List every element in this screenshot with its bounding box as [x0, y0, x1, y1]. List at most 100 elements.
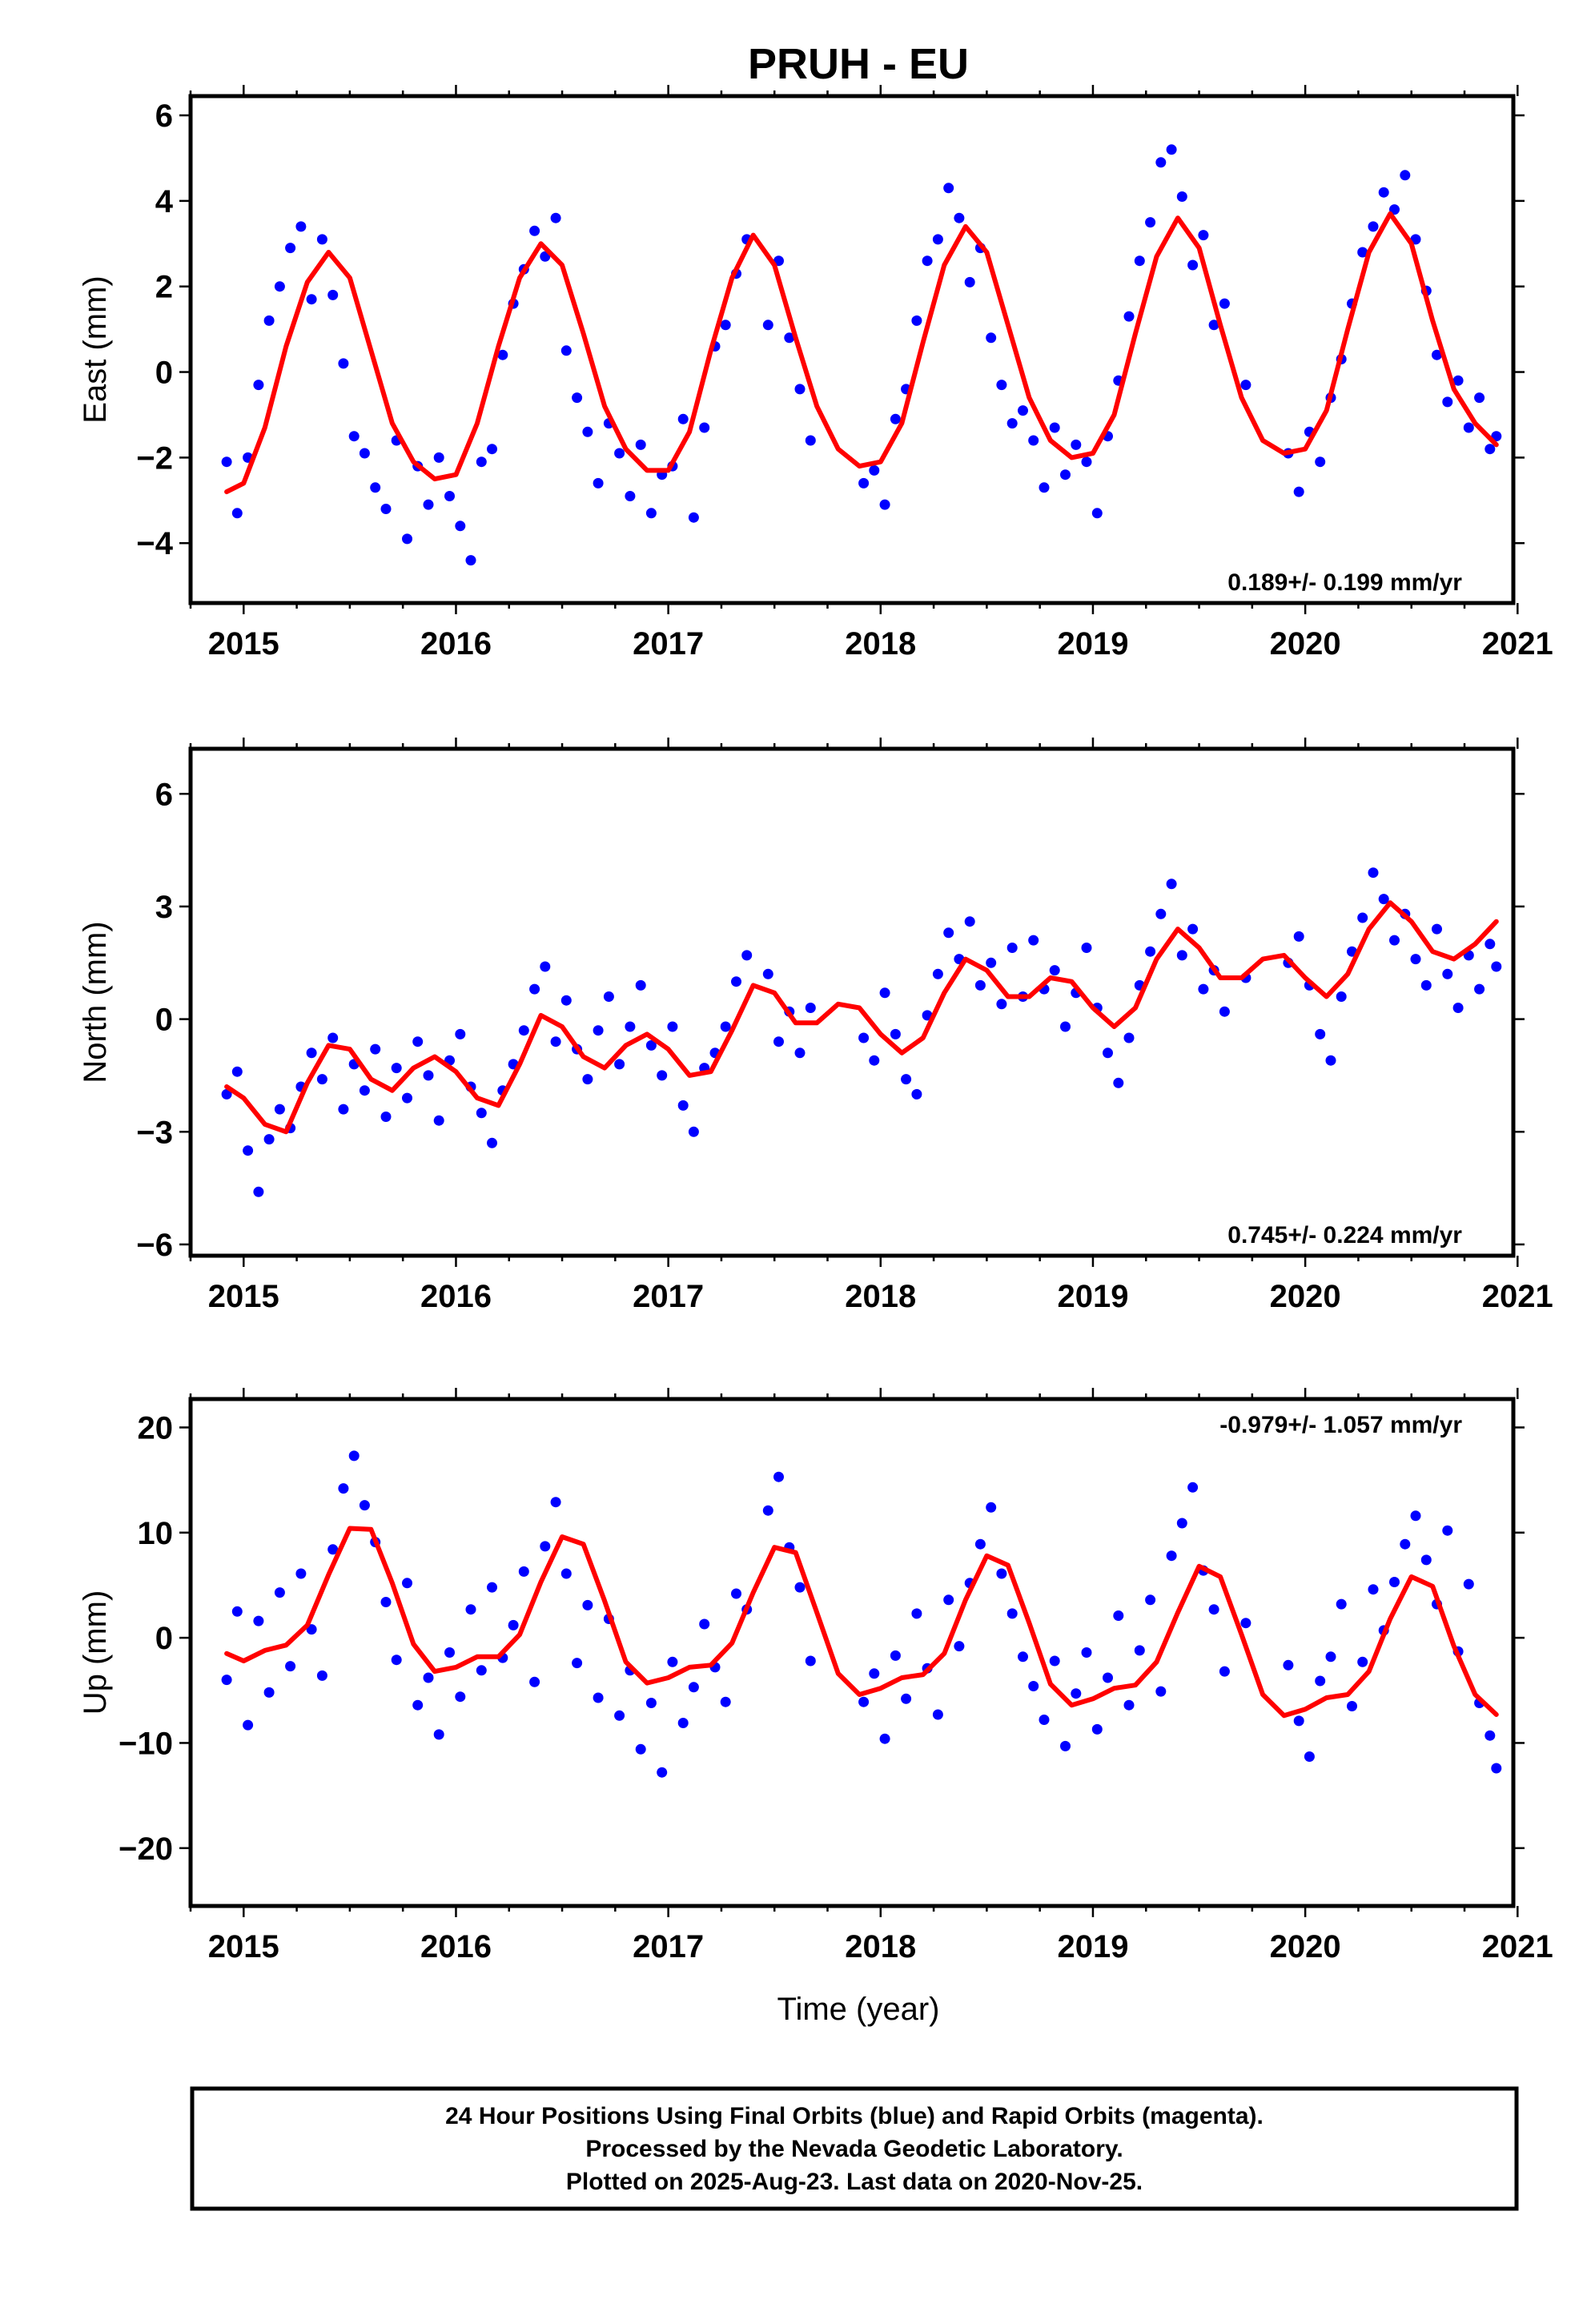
- up-data-point: [529, 1676, 540, 1687]
- north-data-point: [974, 979, 986, 991]
- east-data-point: [1208, 320, 1219, 331]
- up-data-point: [1091, 1723, 1103, 1735]
- up-rate-label: -0.979+/- 1.057 mm/yr: [1219, 1412, 1462, 1438]
- north-data-point: [879, 987, 890, 999]
- east-data-point: [911, 315, 922, 326]
- east-x-tick-label: 2019: [1057, 626, 1128, 661]
- north-data-point: [550, 1036, 561, 1047]
- up-data-point: [1442, 1525, 1453, 1536]
- north-data-point: [1198, 983, 1209, 995]
- east-data-point: [221, 456, 232, 468]
- north-data-point: [1336, 991, 1347, 1002]
- north-data-point: [359, 1085, 370, 1096]
- east-data-point: [996, 380, 1007, 391]
- east-x-tick-label: 2021: [1482, 626, 1553, 661]
- up-data-point: [338, 1483, 349, 1494]
- up-data-point: [572, 1658, 583, 1669]
- east-data-point: [677, 413, 689, 424]
- north-data-point: [1378, 894, 1389, 905]
- east-data-point: [964, 276, 975, 287]
- north-data-point: [1123, 1032, 1135, 1043]
- east-data-point: [423, 499, 434, 510]
- up-data-point: [1176, 1518, 1187, 1529]
- north-data-point: [391, 1063, 402, 1074]
- up-data-point: [943, 1594, 954, 1606]
- east-data-point: [784, 332, 795, 344]
- east-x-tick-label: 2018: [845, 626, 916, 661]
- up-data-point: [295, 1568, 307, 1579]
- north-data-point: [221, 1088, 232, 1100]
- north-data-point: [231, 1066, 243, 1077]
- east-data-point: [444, 491, 455, 501]
- east-data-point: [402, 533, 412, 545]
- up-data-point: [476, 1665, 487, 1676]
- east-data-point: [1071, 439, 1082, 450]
- north-data-point: [263, 1134, 275, 1145]
- east-data-point: [263, 315, 275, 326]
- east-data-point: [550, 212, 561, 223]
- east-data-point: [497, 349, 508, 360]
- east-data-point: [295, 221, 307, 232]
- east-data-point: [487, 444, 497, 455]
- north-data-point: [402, 1092, 412, 1104]
- north-data-point: [1325, 1055, 1336, 1066]
- north-data-point: [869, 1055, 880, 1066]
- north-data-point: [1081, 943, 1092, 953]
- up-data-point: [954, 1641, 965, 1652]
- up-data-point: [1071, 1688, 1082, 1699]
- footer-line-2: Processed by the Nevada Geodetic Laborat…: [585, 2136, 1123, 2162]
- up-data-point: [911, 1608, 922, 1619]
- north-data-point: [890, 1028, 901, 1039]
- north-y-tick-label: 0: [155, 1003, 173, 1038]
- up-data-point: [1113, 1610, 1124, 1621]
- east-data-point: [1166, 144, 1177, 155]
- east-data-point: [370, 482, 381, 493]
- up-data-point: [391, 1655, 402, 1666]
- up-data-point: [1315, 1675, 1326, 1687]
- east-data-point: [582, 426, 593, 437]
- north-data-point: [529, 983, 540, 995]
- up-x-tick-label: 2016: [420, 1929, 492, 1964]
- up-panel: 2015 2016 2017 2018 2019 2020 2021 −20 −10 0 10 20 U…: [78, 1388, 1553, 1964]
- north-data-point: [1028, 935, 1039, 946]
- up-data-point: [667, 1656, 678, 1667]
- up-data-point: [1485, 1730, 1496, 1741]
- north-data-point: [741, 950, 753, 961]
- east-y-tick-label: 6: [155, 99, 173, 134]
- up-data-point: [901, 1693, 912, 1704]
- north-data-point: [1060, 1021, 1071, 1032]
- north-data-point: [688, 1126, 699, 1137]
- north-data-point: [423, 1070, 434, 1081]
- east-data-point: [1315, 456, 1326, 468]
- up-data-point: [1028, 1681, 1039, 1691]
- east-y-tick-label: −2: [136, 440, 173, 476]
- up-data-point: [1389, 1577, 1400, 1587]
- east-data-point: [869, 464, 880, 476]
- up-data-point: [285, 1661, 296, 1672]
- east-data-point: [274, 281, 285, 292]
- up-data-point: [932, 1709, 943, 1720]
- up-data-point: [1400, 1538, 1411, 1550]
- east-data-point: [614, 448, 625, 459]
- east-data-point: [316, 234, 327, 245]
- north-data-point: [731, 976, 741, 987]
- up-data-point: [582, 1599, 593, 1610]
- east-data-point: [348, 431, 360, 442]
- east-data-point: [805, 435, 816, 446]
- up-data-point: [487, 1582, 497, 1593]
- north-model-line: [224, 900, 1499, 1135]
- north-data-point: [370, 1043, 381, 1055]
- north-data-point: [635, 979, 646, 991]
- north-data-point: [1155, 908, 1167, 919]
- north-frame: [188, 746, 1516, 1258]
- up-data-point: [221, 1675, 232, 1686]
- north-data-point: [1166, 879, 1177, 890]
- east-y-tick-label: 0: [155, 356, 173, 391]
- up-data-point: [402, 1578, 412, 1589]
- up-data-point: [433, 1729, 444, 1740]
- up-data-point: [773, 1471, 784, 1482]
- footer-line-3: Plotted on 2025-Aug-23. Last data on 202…: [566, 2169, 1143, 2195]
- east-data-point: [1018, 405, 1028, 416]
- north-points: [221, 867, 1502, 1197]
